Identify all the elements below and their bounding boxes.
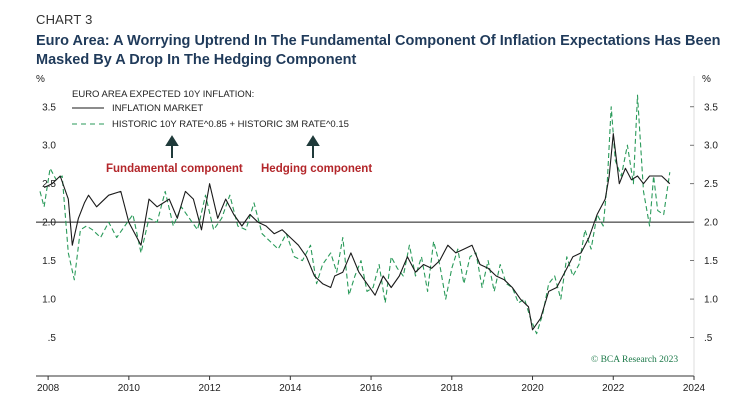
right-y-axis: .5 1.0 1.5 2.0 2.5 3.0 3.5 [690, 102, 718, 344]
x-tick-label: 2008 [37, 383, 60, 394]
y-tick-label-right: 3.0 [704, 141, 718, 152]
y-tick-label-left: 3.0 [42, 141, 56, 152]
y-tick-label-right: 2.5 [704, 179, 718, 190]
y-tick-label-left: 3.5 [42, 102, 56, 113]
series-line-historic [39, 94, 671, 335]
chart-title: Euro Area: A Worrying Uptrend In The Fun… [36, 33, 721, 68]
y-tick-label-left: 2.0 [42, 218, 56, 229]
x-tick-label: 2022 [602, 383, 625, 394]
legend-title: EURO AREA EXPECTED 10Y INFLATION: [72, 89, 254, 100]
left-y-axis: .51.01.52.02.53.03.5 [42, 102, 56, 344]
x-tick-label: 2016 [360, 383, 383, 394]
y-tick-label-right: 1.5 [704, 256, 718, 267]
annotations: Fundamental component Hedging component [106, 135, 372, 175]
annotation-hedging: Hedging component [261, 163, 372, 175]
x-tick-label: 2024 [683, 383, 706, 394]
y-tick-label-right: 3.5 [704, 102, 718, 113]
y-tick-label-left: 1.0 [42, 295, 56, 306]
legend-label-inflation-market: INFLATION MARKET [112, 103, 203, 114]
credit: © BCA Research 2023 [591, 354, 678, 365]
x-tick-label: 2014 [279, 383, 302, 394]
series-line-inflation-market [43, 133, 671, 331]
y-tick-label-right: .5 [704, 333, 713, 344]
x-tick-label: 2010 [118, 383, 141, 394]
series-layer [39, 94, 671, 335]
y-tick-label-left: 1.5 [42, 256, 56, 267]
axes-group [36, 76, 695, 377]
legend-label-historic: HISTORIC 10Y RATE^0.85 + HISTORIC 3M RAT… [112, 119, 349, 130]
y-tick-label-left: .5 [48, 333, 57, 344]
x-tick-label: 2012 [198, 383, 221, 394]
annotation-fundamental: Fundamental component [106, 163, 243, 175]
x-tick-label: 2020 [521, 383, 544, 394]
up-arrow-icon [165, 135, 179, 158]
x-tick-label: 2018 [441, 383, 464, 394]
up-arrow-icon [306, 135, 320, 158]
legend: EURO AREA EXPECTED 10Y INFLATION: INFLAT… [72, 89, 349, 130]
y-unit-right: % [702, 74, 711, 85]
y-tick-label-right: 2.0 [704, 218, 718, 229]
y-tick-label-right: 1.0 [704, 295, 718, 306]
y-unit-left: % [36, 74, 45, 85]
chart-number: CHART 3 [36, 12, 93, 27]
x-axis: 2008 2010 2012 2014 2016 2018 2020 2022 2024 [37, 376, 706, 394]
